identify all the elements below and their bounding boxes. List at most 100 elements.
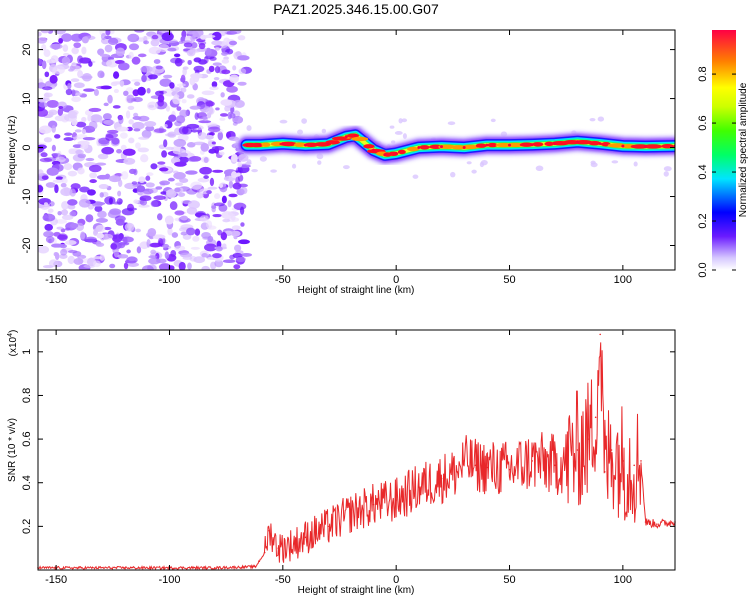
noise-cell (146, 172, 154, 176)
noise-cell (111, 137, 120, 145)
noise-cell (208, 65, 215, 73)
noise-cell (231, 171, 238, 179)
noise-cell (235, 256, 247, 263)
signal-hotspot (475, 143, 487, 148)
noise-cell (85, 214, 94, 223)
noise-cell (131, 56, 141, 65)
snr-point (603, 471, 606, 473)
noise-cell (222, 218, 231, 223)
noise-cell (133, 128, 141, 132)
noise-cell (38, 185, 44, 193)
spectrogram-x-label: Height of straight line (km) (298, 285, 415, 296)
noise-cell (106, 59, 119, 68)
signal-speck (466, 161, 472, 165)
noise-cell (105, 30, 111, 36)
noise-cell (56, 226, 64, 230)
noise-cell (71, 119, 78, 126)
noise-cell (43, 92, 53, 98)
noise-cell (133, 199, 139, 204)
snr-point (293, 543, 295, 545)
noise-cell (131, 181, 138, 185)
noise-cell (48, 259, 59, 268)
signal-speck (412, 174, 419, 179)
noise-cell (240, 252, 253, 257)
noise-cell (118, 115, 124, 125)
noise-cell (174, 161, 187, 167)
noise-cell (38, 31, 42, 37)
noise-cell (52, 179, 64, 183)
noise-cell (157, 94, 165, 103)
noise-cell (45, 236, 55, 244)
snr-point (418, 486, 420, 488)
noise-cell (167, 131, 177, 138)
noise-cell (63, 137, 74, 142)
noise-cell (43, 230, 54, 238)
noise-cell (207, 126, 221, 133)
noise-cell (226, 131, 232, 138)
snr-panel: -150 -100 -50 0 50 100 0.2 0.4 0.6 0.8 1 Height o… (7, 329, 676, 596)
noise-cell (161, 32, 174, 42)
x-tick-label: 100 (614, 274, 632, 286)
noise-cell (146, 238, 151, 248)
noise-cell (211, 141, 216, 145)
noise-cell (120, 171, 129, 180)
noise-cell (118, 62, 130, 71)
noise-cell (229, 74, 239, 83)
noise-cell (209, 86, 219, 91)
snr-point (277, 547, 280, 549)
chart-title: PAZ1.2025.346.15.00.G07 (273, 1, 439, 17)
noise-cell (96, 241, 102, 247)
noise-cell (134, 30, 145, 33)
noise-cell (88, 107, 102, 113)
noise-cell (81, 128, 87, 135)
noise-cell (61, 33, 73, 42)
noise-cell (104, 44, 113, 53)
noise-cell (110, 243, 118, 250)
signal-track-point (245, 143, 249, 147)
signal-hotspot (487, 142, 498, 148)
noise-cell (117, 254, 129, 259)
noise-cell (197, 132, 207, 140)
noise-cell (160, 191, 168, 195)
noise-cell (150, 249, 157, 255)
signal-hotspot (270, 141, 284, 147)
signal-hotspot (544, 141, 555, 147)
noise-cell (122, 148, 136, 156)
noise-cell (178, 261, 186, 270)
noise-cell (55, 219, 68, 224)
noise-cell (89, 172, 98, 179)
noise-cell (48, 201, 55, 207)
signal-hotspot (519, 142, 534, 147)
noise-cell (200, 142, 210, 152)
noise-cell (204, 243, 217, 252)
noise-cell (107, 37, 119, 46)
noise-cell (182, 233, 192, 240)
snr-x-ticks: -150 -100 -50 0 50 100 (45, 330, 632, 586)
snr-point (263, 551, 266, 554)
noise-cell (190, 35, 196, 42)
noise-cell (182, 67, 187, 76)
noise-cell (191, 42, 198, 49)
noise-cell (157, 238, 164, 247)
noise-cell (228, 193, 238, 198)
noise-cell (183, 42, 193, 48)
noise-cell (78, 198, 91, 208)
y-tick-label: 0.6 (21, 431, 33, 446)
x-tick-label: 50 (503, 574, 515, 586)
noise-cell (51, 243, 64, 248)
x-tick-label: -100 (158, 574, 180, 586)
noise-cell (203, 34, 216, 39)
noise-cell (221, 51, 229, 56)
x-tick-label: -150 (45, 274, 67, 286)
noise-cell (67, 255, 75, 265)
noise-cell (166, 189, 177, 198)
noise-cell (173, 172, 186, 180)
noise-cell (222, 259, 236, 264)
noise-cell (113, 249, 119, 258)
noise-cell (54, 184, 59, 194)
snr-point (327, 525, 329, 528)
signal-speck (291, 163, 297, 169)
noise-cell (155, 252, 160, 260)
noise-cell (83, 88, 95, 92)
noise-cell (208, 148, 217, 154)
